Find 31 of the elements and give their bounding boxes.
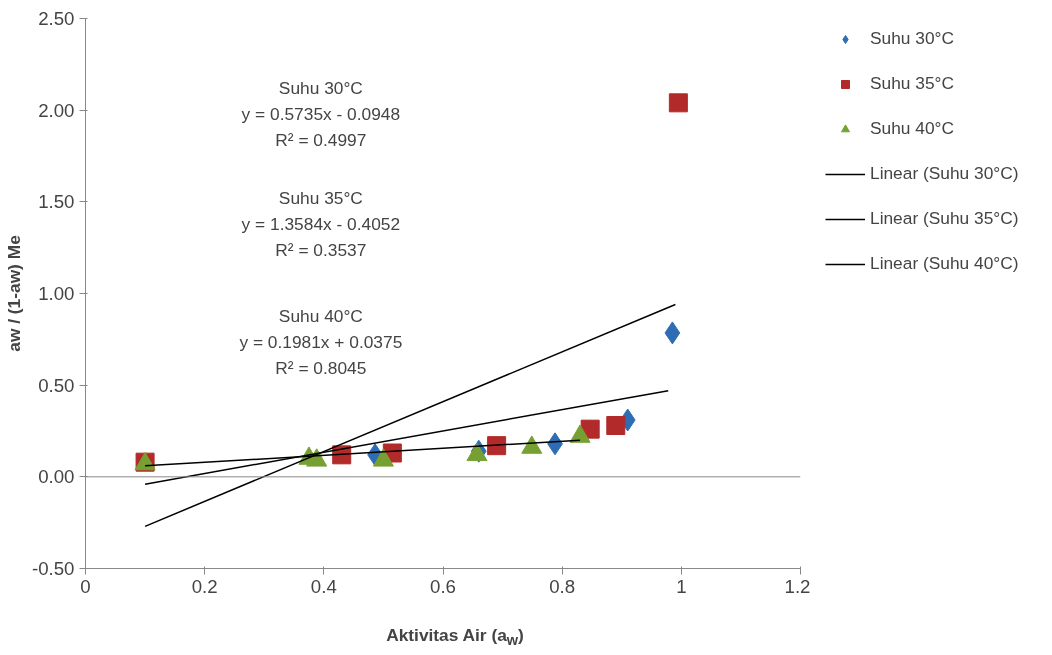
y-tick-label: 0.50 — [38, 374, 75, 396]
y-tick-label: 1.50 — [38, 191, 75, 213]
legend-label: Linear (Suhu 35°C) — [870, 208, 1019, 229]
x-tick-label: 0.8 — [549, 575, 576, 597]
y-tick-label: 0.00 — [38, 466, 75, 488]
annotation: Suhu 30°C — [278, 78, 363, 99]
legend-label: Suhu 40°C — [870, 118, 955, 139]
legend-label: Linear (Suhu 40°C) — [870, 253, 1019, 274]
x-tick-label: 1 — [676, 575, 687, 597]
annotation: y = 0.5735x - 0.0948 — [241, 104, 401, 125]
y-tick-label: 2.50 — [38, 8, 75, 29]
legend-label: Suhu 30°C — [870, 28, 955, 49]
legend-label: Linear (Suhu 30°C) — [870, 163, 1019, 184]
y-tick-label: -0.50 — [31, 558, 75, 579]
annotation: R² = 0.3537 — [275, 240, 367, 261]
annotation: Suhu 35°C — [278, 188, 363, 209]
y-tick-label: 2.00 — [38, 99, 75, 121]
annotation: R² = 0.8045 — [275, 357, 367, 378]
x-axis-title: Aktivitas Air (a$_{w}$) — [386, 624, 524, 651]
x-tick-label: 0.2 — [191, 575, 218, 597]
annotation: Suhu 40°C — [278, 305, 363, 326]
annotation: y = 0.1981x + 0.0375 — [239, 331, 403, 352]
x-tick-label: 0 — [80, 575, 91, 597]
legend-label: Suhu 35°C — [870, 73, 955, 94]
annotation: R² = 0.4997 — [275, 130, 367, 151]
x-tick-label: 0.4 — [310, 575, 337, 597]
y-axis-title: aw / (1-aw) Me — [3, 234, 24, 352]
annotation: y = 1.3584x - 0.4052 — [241, 214, 401, 235]
x-tick-label: 1.2 — [784, 575, 811, 597]
y-tick-label: 1.00 — [38, 283, 75, 304]
x-tick-label: 0.6 — [430, 575, 456, 597]
